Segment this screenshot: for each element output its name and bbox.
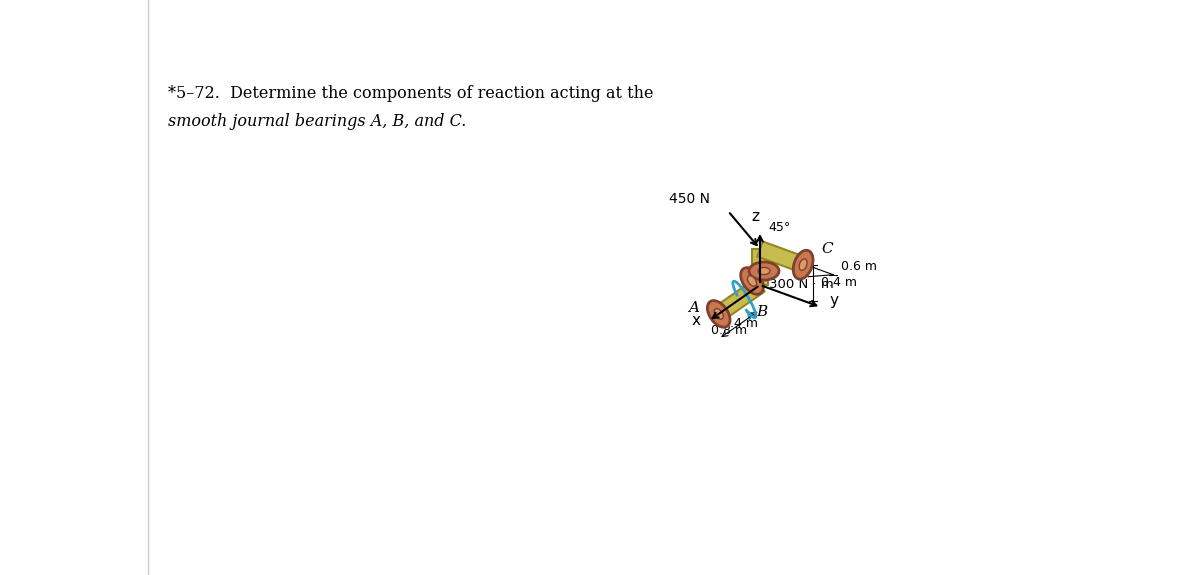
Polygon shape (715, 278, 765, 320)
Ellipse shape (794, 250, 813, 279)
Ellipse shape (758, 267, 770, 275)
Polygon shape (758, 242, 806, 272)
Ellipse shape (747, 275, 757, 286)
Text: 45°: 45° (769, 221, 790, 234)
Ellipse shape (741, 268, 764, 294)
Text: A: A (688, 301, 699, 315)
Text: *5–72.  Determine the components of reaction acting at the: *5–72. Determine the components of react… (168, 85, 653, 102)
Text: x: x (692, 313, 701, 328)
Ellipse shape (749, 262, 779, 280)
Ellipse shape (715, 309, 723, 319)
Text: 0.4 m: 0.4 m (821, 276, 857, 289)
Text: 0.6 m: 0.6 m (842, 260, 878, 273)
Text: y: y (830, 293, 838, 308)
Ellipse shape (800, 259, 807, 270)
Text: 0.4 m: 0.4 m (722, 317, 758, 330)
Text: 450 N: 450 N (669, 192, 711, 206)
Text: 300 N · m: 300 N · m (770, 278, 835, 291)
Polygon shape (752, 249, 769, 285)
Text: B: B (757, 305, 767, 319)
Ellipse shape (707, 301, 730, 327)
Text: 0.8 m: 0.8 m (711, 324, 747, 338)
Text: smooth journal bearings A, B, and C.: smooth journal bearings A, B, and C. (168, 113, 466, 130)
Text: C: C (821, 242, 833, 256)
Text: z: z (751, 209, 759, 224)
